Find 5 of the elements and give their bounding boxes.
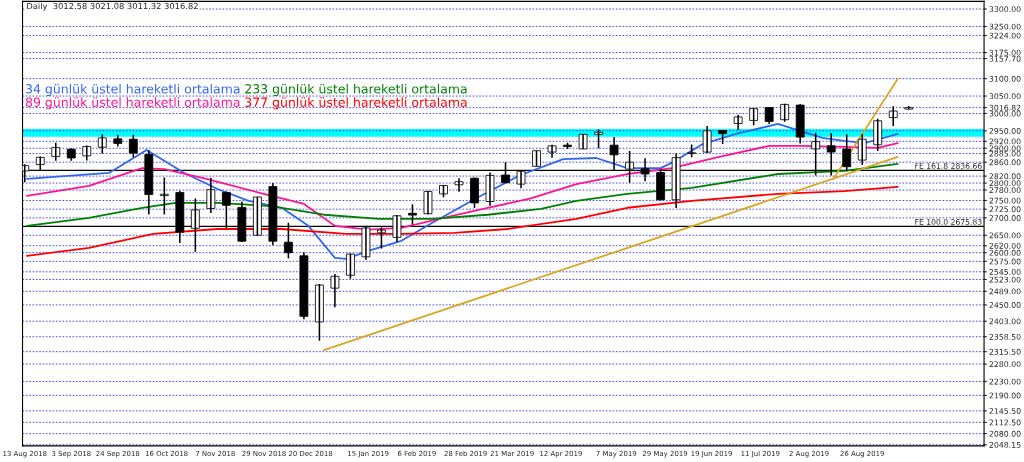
- chart-title: Daily 3012.58 3021.08 3011.32 3016.82: [27, 2, 198, 11]
- text: 34 günlük üstel hareketli ortalama: [25, 83, 240, 96]
- text: 377 günlük üstel hareketli ortalama: [245, 97, 467, 110]
- text: 89 günlük üstel hareketli ortalama: [25, 97, 240, 110]
- text: 233 günlük üstel hareketli ortalama: [245, 83, 467, 96]
